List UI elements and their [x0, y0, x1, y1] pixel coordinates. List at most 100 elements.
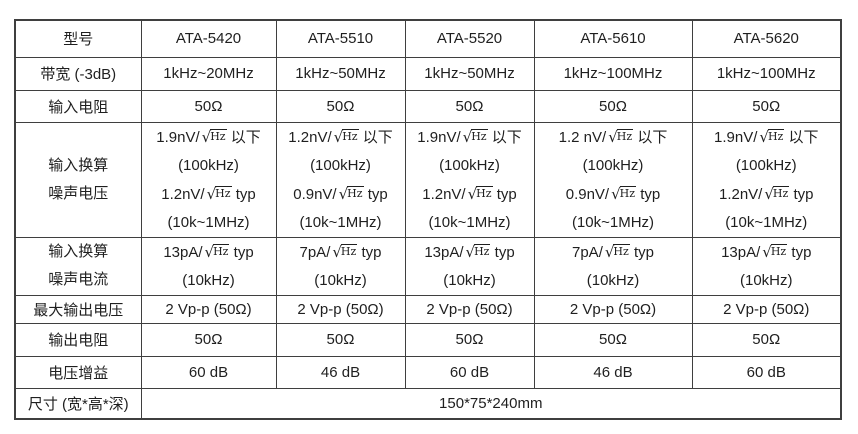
label-line: 输入换算 [48, 243, 109, 260]
cell-line: (10k~1MHz) [428, 213, 511, 231]
cell-line: (10k~1MHz) [167, 213, 250, 231]
cell-line: 1.2nV/√Hz 以下 [288, 127, 393, 146]
input-resistance-value: 50Ω [691, 89, 842, 123]
row-noise-current: 输入换算 噪声电流 13pA/√Hz typ (10kHz) 7pA/√Hz t… [14, 236, 842, 296]
bandwidth-value: 1kHz~20MHz [140, 56, 277, 91]
sqrt-radical-icon: √ [206, 184, 217, 203]
sqrt-hz-radicand: Hz [619, 186, 637, 200]
cell-line: 1.9nV/√Hz 以下 [714, 127, 819, 146]
input-resistance-value: 50Ω [275, 89, 406, 123]
sqrt-hz-radicand: Hz [213, 244, 230, 258]
output-resistance-value: 50Ω [140, 322, 277, 357]
cell-line: (10kHz) [314, 271, 367, 289]
max-output-voltage-value: 2 Vp-p (50Ω) [140, 294, 277, 324]
cell-line: (10k~1MHz) [299, 213, 382, 231]
voltage-gain-value: 60 dB [140, 355, 277, 389]
cell-line: (10k~1MHz) [725, 213, 808, 231]
voltage-gain-value: 46 dB [275, 355, 406, 389]
cell-line: (10kHz) [586, 271, 640, 289]
row-dimensions: 尺寸 (宽*高*深) 150*75*240mm [14, 387, 842, 420]
sqrt-hz-radicand: Hz [476, 186, 493, 200]
cell-line: 7pA/√Hz typ [572, 242, 654, 261]
sqrt-hz-radicand: Hz [474, 244, 491, 258]
sqrt-radical-icon: √ [332, 242, 342, 261]
bandwidth-value: 1kHz~50MHz [275, 56, 406, 91]
cell-line: (10kHz) [739, 271, 793, 289]
sqrt-radical-icon: √ [204, 242, 215, 261]
cell-line: 13pA/√Hz typ [163, 242, 254, 261]
output-resistance-label: 输出电阻 [14, 322, 142, 357]
noise-current-value: 13pA/√Hz typ (10kHz) [140, 236, 277, 296]
noise-voltage-value: 1.9nV/√Hz 以下 (100kHz) 1.2nV/√Hz typ (10k… [691, 121, 842, 238]
cell-line: 13pA/√Hz typ [721, 242, 812, 261]
sqrt-radical-icon: √ [201, 127, 212, 146]
label-line: 噪声电流 [48, 271, 109, 288]
bandwidth-value: 1kHz~50MHz [404, 56, 535, 91]
sqrt-radical-icon: √ [764, 184, 774, 203]
cell-line: 7pA/√Hz typ [299, 242, 382, 261]
output-resistance-value: 50Ω [533, 322, 693, 357]
model-ata-5620: ATA-5620 [691, 19, 842, 58]
noise-voltage-value: 1.2nV/√Hz 以下 (100kHz) 0.9nV/√Hz typ (10k… [275, 121, 406, 238]
noise-current-value: 7pA/√Hz typ (10kHz) [275, 236, 406, 296]
max-output-voltage-value: 2 Vp-p (50Ω) [275, 294, 406, 324]
cell-line: 13pA/√Hz typ [424, 242, 515, 261]
noise-current-value: 7pA/√Hz typ (10kHz) [533, 236, 693, 296]
sqrt-hz-radicand: Hz [770, 244, 788, 258]
row-output-resistance: 输出电阻 50Ω 50Ω 50Ω 50Ω 50Ω [14, 322, 842, 357]
sqrt-radical-icon: √ [467, 184, 478, 203]
voltage-gain-label: 电压增益 [14, 355, 142, 389]
model-ata-5510: ATA-5510 [275, 19, 406, 58]
sqrt-hz-radicand: Hz [210, 129, 227, 143]
sqrt-hz-radicand: Hz [342, 129, 359, 143]
noise-voltage-label: 输入换算 噪声电压 [14, 121, 142, 238]
voltage-gain-value: 60 dB [404, 355, 535, 389]
voltage-gain-value: 46 dB [533, 355, 693, 389]
sqrt-radical-icon: √ [604, 242, 615, 261]
cell-line: 1.9nV/√Hz 以下 [156, 127, 261, 146]
model-ata-5520: ATA-5520 [404, 19, 535, 58]
row-bandwidth: 带宽 (-3dB) 1kHz~20MHz 1kHz~50MHz 1kHz~50M… [14, 56, 842, 91]
sqrt-hz-radicand: Hz [347, 186, 364, 200]
amplifier-spec-table: 型号 ATA-5420 ATA-5510 ATA-5520 ATA-5610 A… [14, 19, 842, 420]
sqrt-hz-radicand: Hz [616, 129, 634, 143]
noise-voltage-value: 1.9nV/√Hz 以下 (100kHz) 1.2nV/√Hz typ (10k… [404, 121, 535, 238]
dimensions-value: 150*75*240mm [140, 387, 842, 420]
cell-line: (10k~1MHz) [571, 213, 655, 231]
model-header-label: 型号 [14, 19, 142, 58]
cell-line: 1.9nV/√Hz 以下 [417, 127, 522, 146]
output-resistance-value: 50Ω [275, 322, 406, 357]
noise-voltage-value: 1.2 nV/√Hz 以下 (100kHz) 0.9nV/√Hz typ (10… [533, 121, 693, 238]
cell-line: 1.2nV/√Hz typ [718, 184, 814, 203]
cell-line: 0.9nV/√Hz typ [565, 184, 661, 203]
noise-voltage-value: 1.9nV/√Hz 以下 (100kHz) 1.2nV/√Hz typ (10k… [140, 121, 277, 238]
sqrt-radical-icon: √ [762, 242, 772, 261]
output-resistance-value: 50Ω [404, 322, 535, 357]
cell-line: 1.2 nV/√Hz 以下 [558, 127, 668, 146]
input-resistance-value: 50Ω [404, 89, 535, 123]
cell-line: (100kHz) [310, 156, 371, 174]
input-resistance-value: 50Ω [140, 89, 277, 123]
cell-line: (100kHz) [178, 156, 239, 174]
sqrt-radical-icon: √ [338, 184, 349, 203]
cell-line: 0.9nV/√Hz typ [293, 184, 388, 203]
input-resistance-label: 输入电阻 [14, 89, 142, 123]
sqrt-hz-radicand: Hz [215, 186, 232, 200]
cell-line: (100kHz) [439, 156, 500, 174]
label-line: 输入换算 [48, 156, 109, 174]
bandwidth-label: 带宽 (-3dB) [14, 56, 142, 91]
label-line: 噪声电压 [48, 184, 109, 202]
noise-current-value: 13pA/√Hz typ (10kHz) [404, 236, 535, 296]
max-output-voltage-value: 2 Vp-p (50Ω) [533, 294, 693, 324]
cell-line: (10kHz) [182, 271, 235, 289]
sqrt-hz-radicand: Hz [767, 129, 785, 143]
model-ata-5420: ATA-5420 [140, 19, 277, 58]
row-input-resistance: 输入电阻 50Ω 50Ω 50Ω 50Ω 50Ω [14, 89, 842, 123]
sqrt-radical-icon: √ [333, 127, 344, 146]
row-noise-voltage: 输入换算 噪声电压 1.9nV/√Hz 以下 (100kHz) 1.2nV/√H… [14, 121, 842, 238]
sqrt-radical-icon: √ [759, 127, 769, 146]
cell-line: (100kHz) [582, 156, 644, 174]
cell-line: (100kHz) [735, 156, 797, 174]
bandwidth-value: 1kHz~100MHz [691, 56, 842, 91]
input-resistance-value: 50Ω [533, 89, 693, 123]
